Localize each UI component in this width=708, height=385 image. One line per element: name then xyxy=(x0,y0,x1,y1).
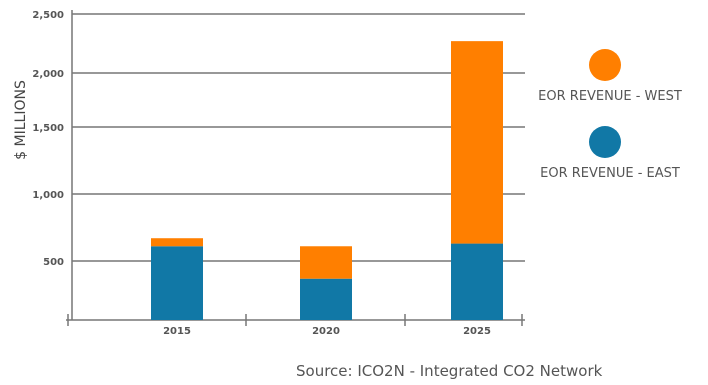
gridlines xyxy=(72,13,525,262)
axes xyxy=(66,10,525,326)
tick-labels: 500 1,000 1,500 2,000 2,500 2015 2020 2025 xyxy=(32,10,491,337)
bar-2020-west xyxy=(300,246,352,279)
x-tick-label: 2015 xyxy=(163,326,191,337)
bar-2025-east xyxy=(451,243,503,320)
legend-swatch xyxy=(589,49,621,81)
bar-2015-west xyxy=(151,238,203,247)
y-tick-label: 500 xyxy=(43,257,64,268)
source-note: Source: ICO2N - Integrated CO2 Network xyxy=(296,362,603,380)
y-tick-label: 1,000 xyxy=(32,190,64,201)
legend-label: EOR REVENUE - EAST xyxy=(540,166,680,181)
y-axis-title: $ MILLIONS xyxy=(13,80,29,160)
y-tick-label: 2,500 xyxy=(32,10,64,21)
x-tick-label: 2020 xyxy=(312,326,340,337)
bar-2025-west xyxy=(451,41,503,244)
bar-2020-east xyxy=(300,278,352,320)
y-tick-label: 2,000 xyxy=(32,69,64,80)
legend-label: EOR REVENUE - WEST xyxy=(538,89,682,104)
y-tick-label: 1,500 xyxy=(32,123,64,134)
bar-2015-east xyxy=(151,246,203,320)
legend: EOR REVENUE - WEST EOR REVENUE - EAST xyxy=(538,49,682,181)
bars xyxy=(151,41,503,320)
x-tick-label: 2025 xyxy=(463,326,491,337)
legend-swatch xyxy=(589,126,621,158)
